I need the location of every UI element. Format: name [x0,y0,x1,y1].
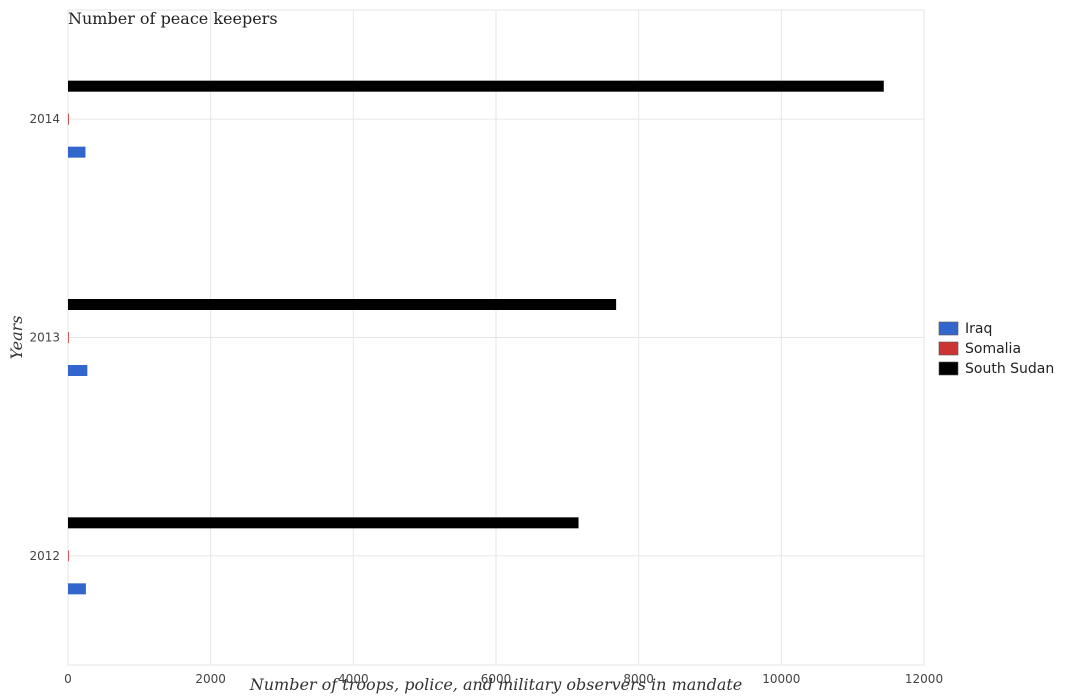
y-axis-label: Years [7,315,26,359]
bars [68,80,884,595]
bar-south-sudan-2012 [68,517,579,529]
legend-label: Iraq [965,321,992,337]
x-tick-label: 8000 [623,672,654,686]
y-tick-label: 2012 [29,549,60,563]
x-tick-label: 6000 [481,672,512,686]
legend-label: South Sudan [965,361,1054,377]
legend-swatch [938,361,959,376]
bar-iraq-2013 [68,365,88,376]
bar-south-sudan-2014 [68,80,884,92]
legend-label: Somalia [965,341,1021,357]
bar-somalia-2013 [68,332,69,343]
chart-title: Number of peace keepers [68,9,278,28]
legend-swatch [938,341,959,356]
grid [67,9,925,666]
y-tick-label: 2013 [29,331,60,345]
bar-iraq-2012 [68,583,86,595]
x-axis-label: Number of troops, police, and military o… [249,675,743,694]
bar-south-sudan-2013 [68,299,617,310]
bar-somalia-2012 [68,550,69,562]
legend-swatch [938,321,959,336]
x-axis-ticks: 0 2000 4000 6000 8000 10000 12000 [64,672,943,686]
x-tick-label: 12000 [905,672,943,686]
x-tick-label: 10000 [762,672,800,686]
x-tick-label: 4000 [338,672,369,686]
bar-iraq-2014 [68,146,86,158]
x-tick-label: 2000 [195,672,226,686]
y-axis-ticks: 2012 2013 2014 [29,112,60,563]
y-tick-label: 2014 [29,112,60,126]
legend: Iraq Somalia South Sudan [938,321,1054,377]
x-tick-label: 0 [64,672,72,686]
bar-somalia-2014 [68,113,69,125]
